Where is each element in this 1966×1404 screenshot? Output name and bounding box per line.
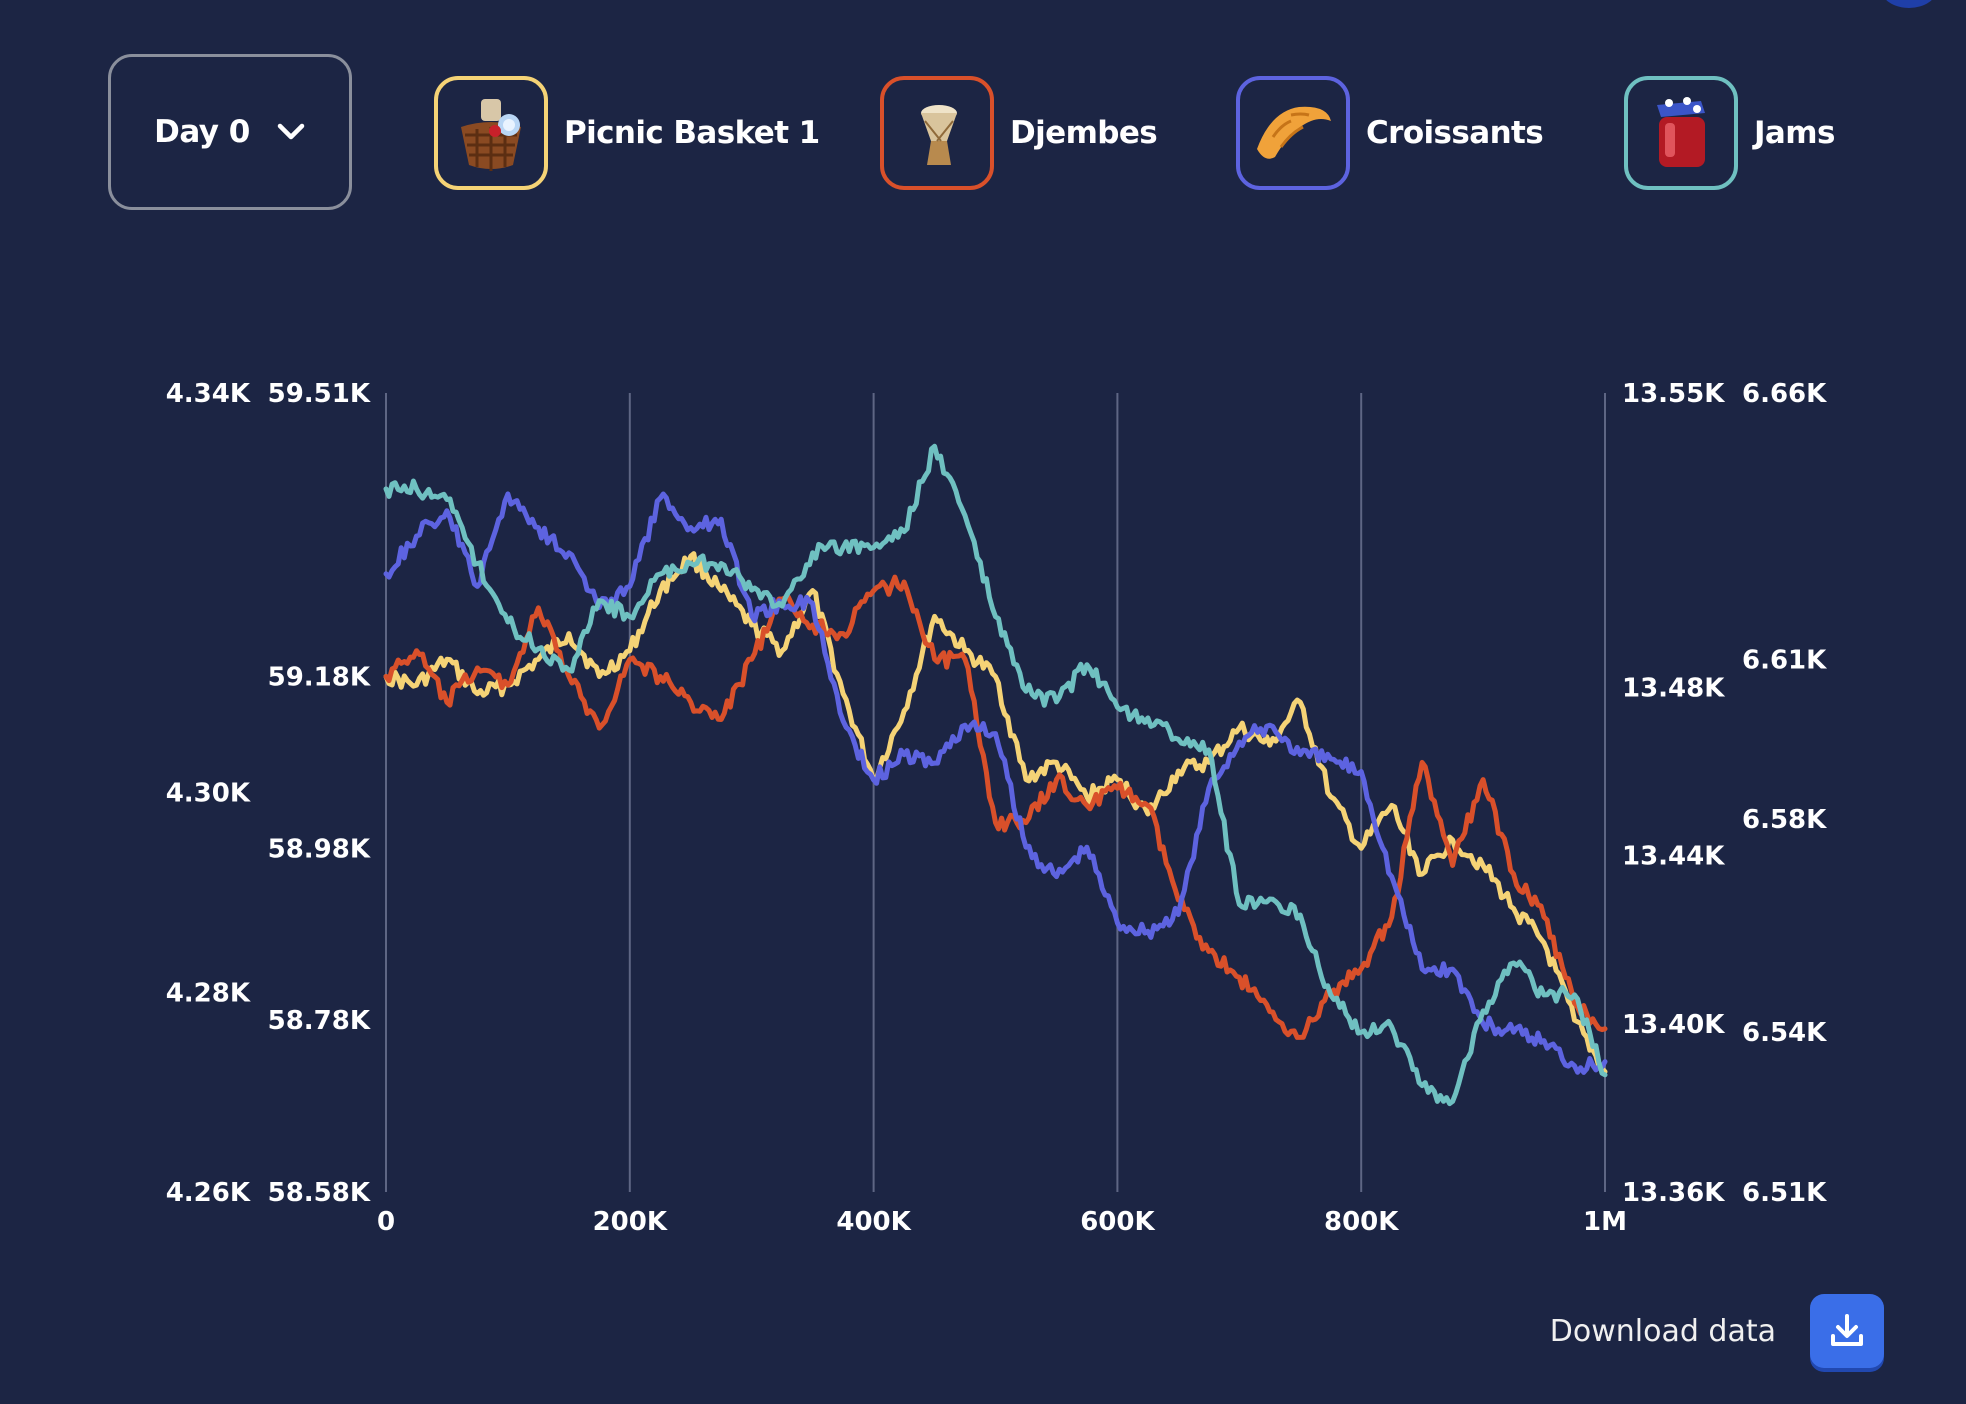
y-tick-label: 59.51K <box>268 379 371 409</box>
legend-item-jams[interactable]: Jams <box>1624 73 1835 193</box>
y-tick-label: 6.58K <box>1742 805 1827 835</box>
y-tick-label: 6.51K <box>1742 1178 1827 1208</box>
download-button[interactable] <box>1810 1294 1884 1368</box>
download-data-label: Download data <box>1549 1313 1776 1349</box>
y-tick-label: 13.55K <box>1622 379 1725 409</box>
download-area: Download data <box>1550 1294 1884 1368</box>
y-tick-label: 6.66K <box>1742 379 1827 409</box>
x-tick-label: 1M <box>1583 1207 1627 1237</box>
y-tick-label: 13.48K <box>1622 673 1725 703</box>
y-tick-label: 4.30K <box>166 779 251 809</box>
legend-label: Croissants <box>1366 115 1544 151</box>
jam-jar-icon <box>1624 76 1738 190</box>
series-line-djembes <box>383 574 1608 1040</box>
legend-label: Picnic Basket 1 <box>564 115 820 151</box>
y-tick-label: 58.78K <box>268 1006 371 1036</box>
chevron-down-icon <box>276 122 306 142</box>
picnic-basket-icon <box>434 76 548 190</box>
y-tick-label: 4.26K <box>166 1178 251 1208</box>
series-line-jams <box>383 443 1608 1107</box>
legend-item-djembes[interactable]: Djembes <box>880 73 1158 193</box>
download-icon <box>1831 1314 1863 1346</box>
y-tick-label: 58.98K <box>268 834 371 864</box>
series-line-picnic-basket-1 <box>383 551 1608 1075</box>
y-tick-label: 13.36K <box>1622 1178 1725 1208</box>
legend-item-croissants[interactable]: Croissants <box>1236 73 1544 193</box>
x-tick-label: 600K <box>1080 1207 1155 1237</box>
y-tick-label: 4.34K <box>166 379 251 409</box>
x-tick-label: 800K <box>1324 1207 1399 1237</box>
y-tick-label: 58.58K <box>268 1178 371 1208</box>
x-tick-label: 400K <box>836 1207 911 1237</box>
djembe-drum-icon <box>880 76 994 190</box>
y-tick-label: 6.61K <box>1742 645 1827 675</box>
y-tick-label: 13.44K <box>1622 842 1725 872</box>
y-tick-label: 6.54K <box>1742 1018 1827 1048</box>
y-tick-label: 4.28K <box>166 978 251 1008</box>
x-tick-label: 200K <box>593 1207 668 1237</box>
x-tick-label: 0 <box>377 1207 395 1237</box>
croissant-icon <box>1236 76 1350 190</box>
legend-item-picnic-basket-1[interactable]: Picnic Basket 1 <box>434 73 820 193</box>
y-tick-label: 13.40K <box>1622 1010 1725 1040</box>
profile-badge[interactable] <box>1880 0 1938 8</box>
day-dropdown[interactable]: Day 0 <box>108 54 352 210</box>
legend-label: Jams <box>1754 115 1835 151</box>
series-line-croissants <box>383 491 1608 1075</box>
day-dropdown-label: Day 0 <box>154 114 250 150</box>
y-tick-label: 59.18K <box>268 663 371 693</box>
legend-label: Djembes <box>1010 115 1158 151</box>
